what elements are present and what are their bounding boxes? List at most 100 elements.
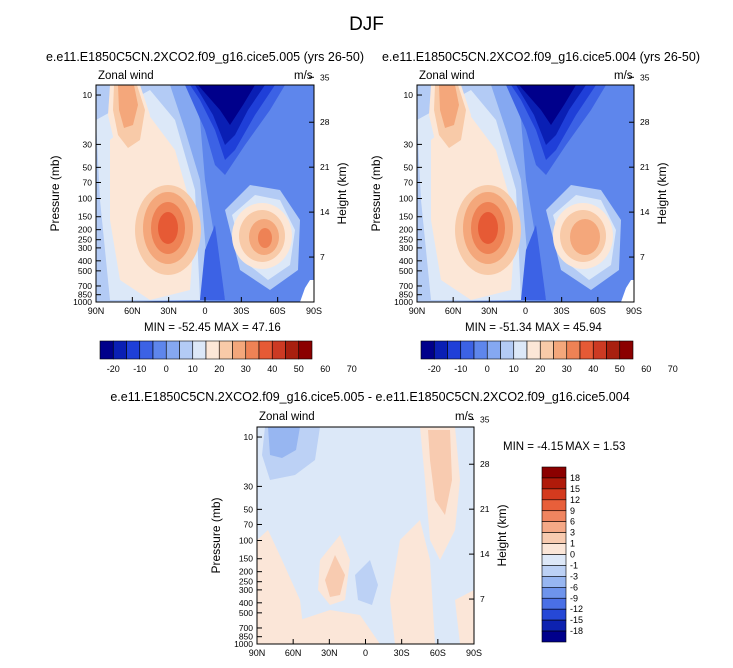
plot2-contour-field — [417, 85, 634, 302]
plot1-ytick-label: 300 — [78, 243, 92, 253]
plot2-colorbar-swatch — [606, 340, 621, 360]
plot3-colorbar-swatch — [541, 532, 567, 544]
plot1-y2tick-label: 14 — [320, 207, 330, 217]
plot3-colorbar-swatch — [541, 488, 567, 501]
plot1-xtick-label: 90S — [306, 306, 322, 316]
plot1-colorbar-label: 40 — [267, 364, 277, 374]
plot2-ytick-label: 400 — [399, 256, 413, 266]
plot1-colorbar-swatch — [126, 340, 141, 360]
plot2-ytick-label: 150 — [399, 212, 413, 222]
plot2-colorbar-swatch — [553, 340, 568, 360]
plot3-max-label: MAX = 1.53 — [565, 441, 626, 453]
plot3-colorbar-label: -3 — [570, 571, 578, 581]
plot2-y2tick-label: 21 — [640, 162, 650, 172]
plot2-colorbar-swatch — [420, 340, 435, 360]
plot2-ytick-label: 500 — [399, 266, 413, 276]
plot1-colorbar-label: 70 — [347, 364, 357, 374]
plot2-colorbar-swatch — [566, 340, 581, 360]
plot2-colorbar-swatch — [447, 340, 462, 360]
plot3-ytick-label: 100 — [239, 536, 253, 546]
plot3-ytick-label: 300 — [239, 585, 253, 595]
plot3-colorbar-label: -15 — [570, 615, 583, 625]
plot1-colorbar-swatch — [245, 340, 260, 360]
plot3-xtick-label: 30S — [394, 648, 410, 658]
plot3-colorbar-swatch — [541, 619, 567, 632]
plot1-colorbar-swatch — [271, 340, 286, 360]
plot1-ytick-label: 10 — [83, 90, 93, 100]
plot1-ytick-label: 30 — [83, 139, 93, 149]
plot3-ytick-label: 70 — [244, 519, 254, 529]
plot2-y2tick-label: 35 — [640, 72, 650, 82]
plot3-colorbar-swatch — [541, 543, 567, 555]
figure-title: DJF — [349, 14, 384, 35]
plot3-colorbar-swatch — [541, 597, 567, 610]
plot2-ytick-label: 300 — [399, 243, 413, 253]
plot3-colorbar-label: 6 — [570, 517, 575, 527]
plot2-colorbar-label: 60 — [641, 364, 651, 374]
plot2-y2tick-label: 14 — [640, 207, 650, 217]
plot3-ytick-label: 400 — [239, 598, 253, 608]
plot2-ylabel-right: Height (km) — [655, 162, 669, 224]
plot3-ytick-label: 700 — [239, 623, 253, 633]
plot1-ytick-label: 70 — [83, 177, 93, 187]
plot1-colorbar-swatch — [165, 340, 180, 360]
plot1-xtick-label: 30S — [233, 306, 249, 316]
plot2-y2tick-label: 7 — [640, 252, 645, 262]
plot1-ylabel: Pressure (mb) — [48, 155, 62, 231]
plot1-colorbar-swatch — [298, 340, 313, 360]
plot2-colorbar-swatch — [579, 340, 594, 360]
plot3-colorbar-label: -1 — [570, 560, 578, 570]
plot2-colorbar-swatch — [526, 340, 541, 360]
plot3-colorbar-swatch — [541, 630, 567, 643]
plot3-colorbar-label: -6 — [570, 582, 578, 592]
plot2-colorbar-swatch — [433, 340, 448, 360]
plot2-xtick-label: 60S — [590, 306, 606, 316]
plot1-colorbar-swatch — [205, 340, 220, 360]
plot1-ytick-label: 50 — [83, 162, 93, 172]
plot1-y2tick-label: 7 — [320, 252, 325, 262]
plot2-colorbar-label: 40 — [588, 364, 598, 374]
plot1-colorbar-label: 0 — [164, 364, 169, 374]
plot3-colorbar-label: 0 — [570, 550, 575, 560]
plot1-ytick-label: 850 — [78, 290, 92, 300]
plot3-min-label: MIN = -4.15 — [503, 441, 564, 453]
plot3-y2tick-label: 7 — [480, 594, 485, 604]
plot3-units-label: m/s — [455, 411, 474, 423]
plot2-title: e.e11.E1850C5CN.2XCO2.f09_g16.cice5.004 … — [381, 50, 700, 64]
plot1-colorbar-label: 30 — [241, 364, 251, 374]
plot1-title: e.e11.E1850C5CN.2XCO2.f09_g16.cice5.005 … — [45, 50, 364, 64]
plot2-units-label: m/s — [614, 70, 633, 82]
plot1-ytick-label: 250 — [78, 235, 92, 245]
plot2-ytick-label: 100 — [399, 194, 413, 204]
plot1-colorbar-label: 20 — [214, 364, 224, 374]
plot3-y2tick-label: 35 — [480, 414, 490, 424]
plot3-colorbar-swatch — [541, 477, 567, 490]
plot1-min-max: MIN = -52.45 MAX = 47.16 — [144, 322, 281, 334]
plot2-colorbar-swatch — [592, 340, 607, 360]
plot3-xtick-label: 60S — [430, 648, 446, 658]
plot3-ytick-label: 850 — [239, 632, 253, 642]
plot3-xtick-label: 90S — [466, 648, 482, 658]
plot3-colorbar-label: 15 — [570, 484, 580, 494]
plot1-colorbar-swatch — [179, 340, 194, 360]
plot3-colorbar-label: -18 — [570, 626, 583, 636]
plot2-ytick-label: 50 — [404, 162, 414, 172]
plot1-colorbar-swatch — [232, 340, 247, 360]
plot3-ytick-label: 50 — [244, 504, 254, 514]
plot1-xtick-label: 30N — [160, 306, 177, 316]
plot1-colorbar-swatch — [192, 340, 207, 360]
plot3-colorbar-swatch — [541, 510, 567, 522]
plot2-colorbar-label: 50 — [615, 364, 625, 374]
plot2-xtick-label: 90N — [409, 306, 426, 316]
plot2-ytick-label: 10 — [404, 90, 414, 100]
plot3-colorbar-label: -12 — [570, 604, 583, 614]
plot3-colorbar-swatch — [541, 554, 567, 566]
plot3-colorbar-swatch — [541, 565, 567, 577]
plot2-colorbar-swatch — [500, 340, 515, 360]
plot3-contour-field — [257, 427, 474, 644]
plot1-contour-field — [96, 85, 314, 302]
plot1-colorbar-label: -20 — [107, 364, 120, 374]
plot2-colorbar-swatch — [539, 340, 554, 360]
plot3-y2tick-label: 21 — [480, 504, 490, 514]
plot2-colorbar-swatch — [513, 340, 528, 360]
